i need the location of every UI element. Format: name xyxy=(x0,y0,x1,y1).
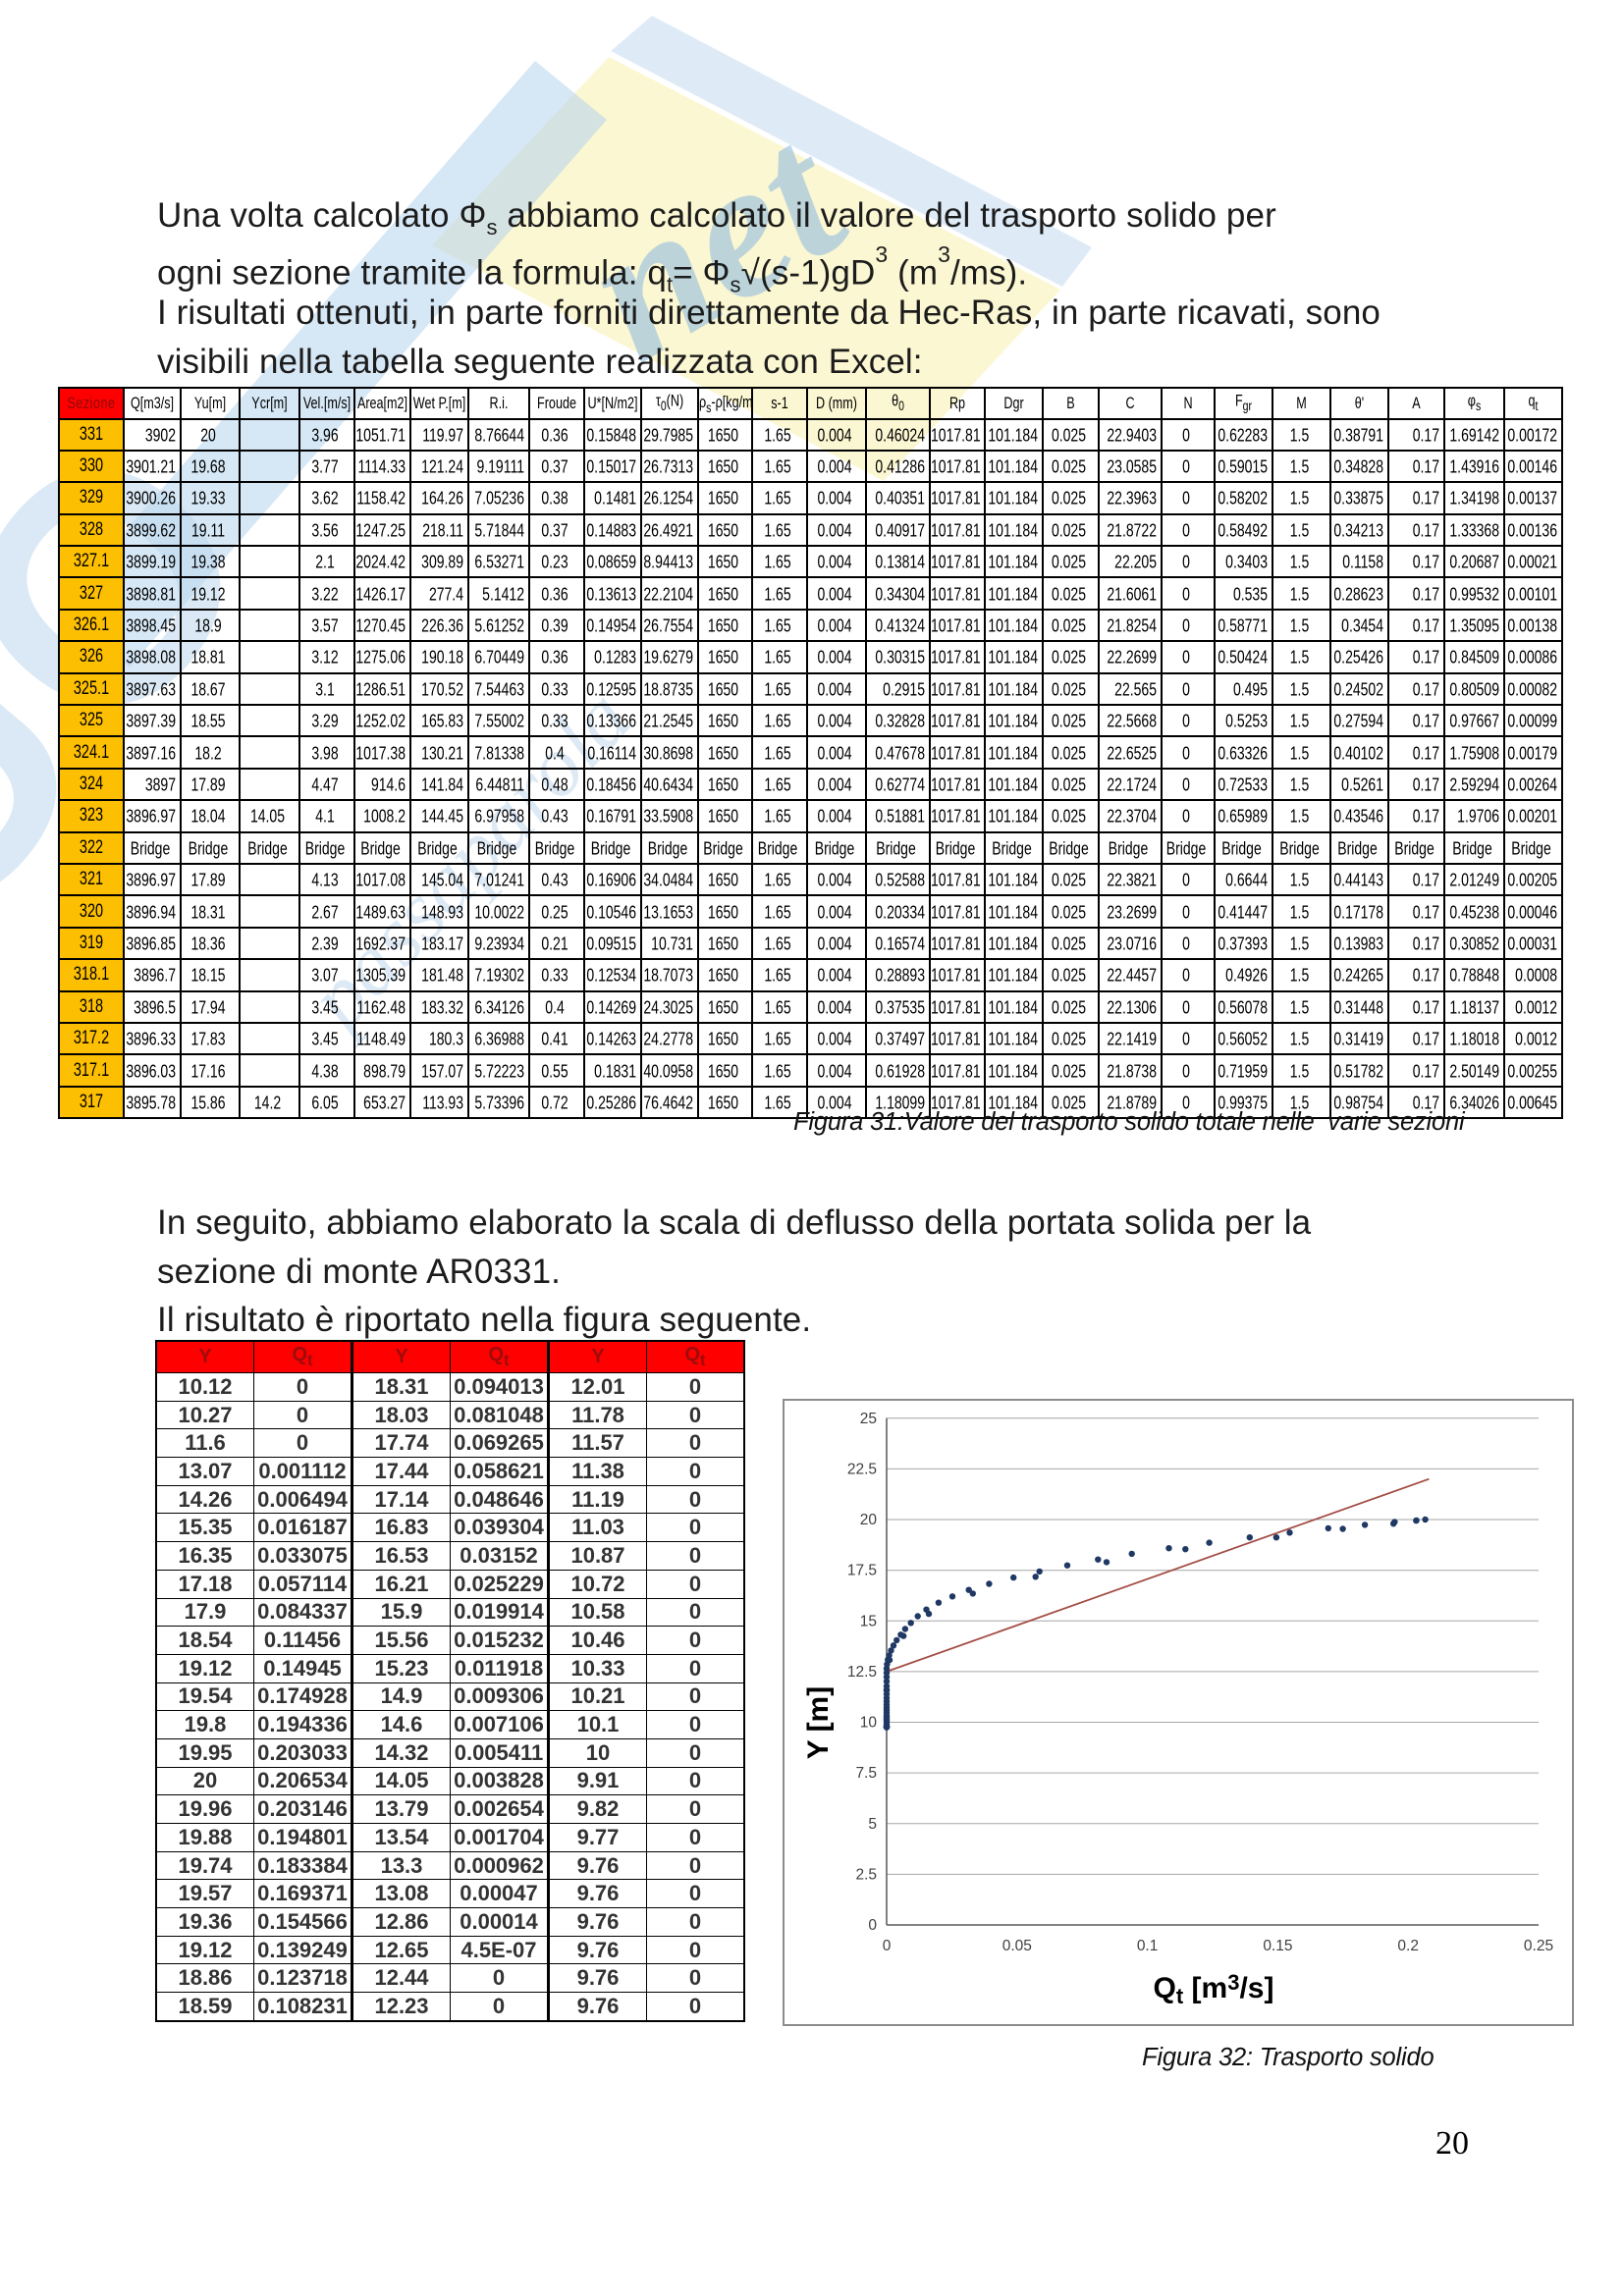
svg-text:0: 0 xyxy=(883,1938,892,1954)
svg-text:20: 20 xyxy=(860,1512,878,1528)
svg-text:22.5: 22.5 xyxy=(847,1461,877,1477)
svg-text:10: 10 xyxy=(860,1715,878,1732)
svg-text:5: 5 xyxy=(868,1816,877,1833)
svg-text:7.5: 7.5 xyxy=(855,1765,877,1782)
svg-text:0.2: 0.2 xyxy=(1397,1938,1419,1954)
svg-text:17.5: 17.5 xyxy=(847,1563,877,1579)
svg-text:Y [m]: Y [m] xyxy=(802,1686,835,1759)
svg-text:25: 25 xyxy=(860,1411,877,1427)
svg-text:12.5: 12.5 xyxy=(847,1664,877,1681)
svg-text:0: 0 xyxy=(868,1917,877,1934)
svg-text:0.25: 0.25 xyxy=(1524,1938,1553,1954)
svg-text:2.5: 2.5 xyxy=(855,1866,877,1883)
svg-text:0.05: 0.05 xyxy=(1002,1938,1032,1954)
svg-text:0.15: 0.15 xyxy=(1263,1938,1292,1954)
svg-text:Qt [m3/s]: Qt [m3/s] xyxy=(1154,1970,1274,2007)
svg-text:15: 15 xyxy=(860,1613,877,1629)
svg-text:0.1: 0.1 xyxy=(1137,1938,1159,1954)
